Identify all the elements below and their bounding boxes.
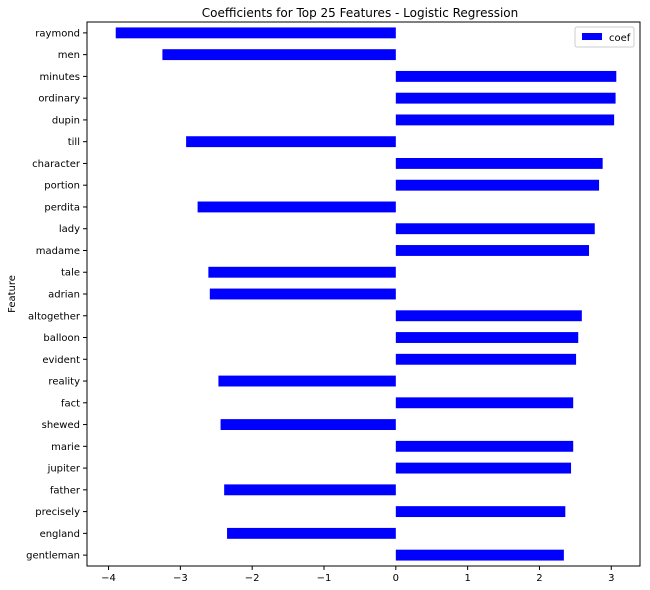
bar-gentleman xyxy=(395,549,564,561)
y-axis-label: Feature xyxy=(7,275,18,313)
y-tick-label: balloon xyxy=(43,333,80,344)
y-tick-label: altogether xyxy=(28,311,81,322)
y-tick-label: portion xyxy=(44,181,80,192)
x-tick-label: 3 xyxy=(608,573,614,584)
x-tick-label: −3 xyxy=(173,573,188,584)
bar-fact xyxy=(395,397,574,409)
bar-character xyxy=(395,158,603,169)
y-tick-label: marie xyxy=(51,442,80,453)
bar-lady xyxy=(395,223,595,235)
y-tick-label: lady xyxy=(59,224,80,235)
bar-england xyxy=(227,527,396,539)
bar-reality xyxy=(218,375,396,387)
plot-frame xyxy=(86,21,641,567)
y-tick-label: adrian xyxy=(48,290,80,301)
legend-label: coef xyxy=(609,33,631,44)
bar-portion xyxy=(395,179,600,191)
y-tick-label: madame xyxy=(36,246,80,257)
bar-raymond xyxy=(115,27,396,39)
y-tick-label: ordinary xyxy=(38,94,80,105)
bar-precisely xyxy=(395,506,566,518)
legend-swatch xyxy=(582,33,602,40)
y-tick-label: men xyxy=(58,50,80,61)
y-tick-label: jupiter xyxy=(47,464,81,475)
y-tick-label: perdita xyxy=(44,202,80,213)
bar-till xyxy=(186,136,396,148)
bar-tale xyxy=(208,266,396,278)
y-tick-label: england xyxy=(40,529,80,540)
y-tick-label: evident xyxy=(42,355,80,366)
bar-men xyxy=(162,49,396,61)
bar-madame xyxy=(395,245,590,256)
y-tick-label: dupin xyxy=(52,115,80,126)
bar-ordinary xyxy=(395,92,616,104)
y-tick-label: minutes xyxy=(40,72,80,83)
bar-altogether xyxy=(395,310,582,322)
bar-jupiter xyxy=(395,462,572,474)
bar-adrian xyxy=(209,288,396,300)
bar-dupin xyxy=(395,114,615,126)
x-tick-label: 0 xyxy=(393,573,399,584)
y-tick-label: shewed xyxy=(42,420,80,431)
x-tick-label: 1 xyxy=(464,573,470,584)
y-axis-ticks: raymond men minutes ordinary dupin till charac… xyxy=(26,28,87,562)
bar-balloon xyxy=(395,332,579,343)
y-tick-label: till xyxy=(68,137,80,148)
chart-title: Coefficients for Top 25 Features - Logis… xyxy=(202,6,519,20)
x-tick-label: −2 xyxy=(245,573,260,584)
bar-shewed xyxy=(220,419,396,430)
x-axis-ticks: −4 −3 −2 −1 0 1 2 3 xyxy=(101,566,614,584)
y-tick-label: gentleman xyxy=(26,551,80,562)
bar-marie xyxy=(395,440,574,452)
x-tick-label: −1 xyxy=(317,573,332,584)
y-tick-label: fact xyxy=(61,398,80,409)
bar-evident xyxy=(395,353,577,365)
y-tick-label: reality xyxy=(48,377,80,388)
x-tick-label: −4 xyxy=(101,573,116,584)
y-tick-label: tale xyxy=(61,268,80,279)
y-tick-label: precisely xyxy=(35,507,80,518)
bar-perdita xyxy=(197,201,396,213)
y-tick-label: father xyxy=(50,485,81,496)
y-tick-label: character xyxy=(32,159,81,170)
y-tick-label: raymond xyxy=(35,28,80,39)
bar-father xyxy=(224,484,396,496)
bar-minutes xyxy=(395,70,617,82)
legend: coef xyxy=(574,26,635,48)
bars-group xyxy=(115,27,617,561)
legend-frame xyxy=(574,26,635,48)
x-tick-label: 2 xyxy=(536,573,542,584)
